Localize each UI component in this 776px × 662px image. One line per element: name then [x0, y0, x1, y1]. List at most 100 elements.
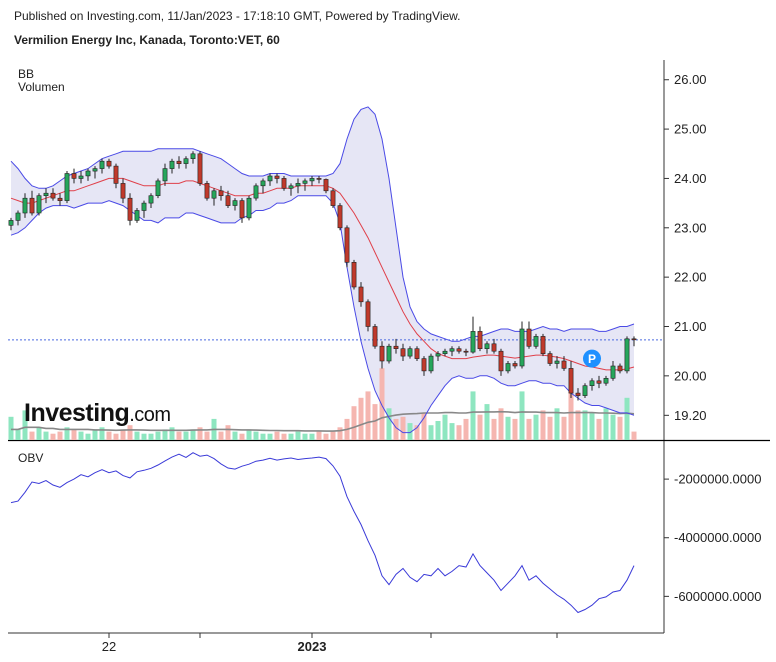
candle-body [295, 183, 301, 187]
price-tick-label: 24.00 [674, 171, 707, 186]
candle-body [8, 220, 14, 226]
candle-body [162, 168, 168, 182]
volume-bar [176, 431, 182, 440]
candle-body [407, 348, 413, 357]
volume-bar [414, 425, 420, 440]
volume-bar [64, 427, 70, 440]
candle-body [113, 165, 119, 184]
candle-body [15, 212, 21, 221]
volume-bar [561, 416, 567, 440]
candle-body [526, 328, 532, 347]
volume-bar [288, 433, 294, 440]
candle-body [428, 355, 434, 372]
volume-bar [596, 418, 602, 440]
volume-bar [400, 416, 406, 440]
candle-body [120, 183, 126, 199]
candle-body [533, 336, 539, 347]
candle-body [484, 343, 490, 349]
volume-bar [246, 429, 252, 440]
candle-body [267, 175, 273, 182]
candle-body [449, 348, 455, 352]
price-panel: Investing.com P [8, 106, 664, 440]
investing-logo: Investing.com [24, 399, 171, 427]
candle-body [64, 173, 70, 201]
candle-body [337, 205, 343, 229]
volume-bar [218, 431, 224, 440]
candle-body [309, 178, 315, 182]
volume-bar [57, 431, 63, 440]
price-tick-label: 21.00 [674, 319, 707, 334]
candle-body [78, 175, 84, 179]
candle-body [561, 360, 567, 369]
candle-body [176, 160, 182, 164]
axes-labels: 26.00 25.00 24.00 23.00 22.00 21.00 20.00 19.20… [102, 72, 762, 654]
volume-bar [295, 431, 301, 440]
volume-bar [127, 425, 133, 440]
candle-body [148, 195, 154, 204]
volume-bar [134, 431, 140, 440]
volume-bar [29, 431, 35, 440]
candle-body [589, 380, 595, 386]
volume-bar [470, 391, 476, 440]
candle-body [435, 353, 441, 357]
price-tick-label: 20.00 [674, 368, 707, 383]
candle-body [190, 153, 196, 160]
volume-bar [197, 427, 203, 440]
volume-bar [519, 391, 525, 440]
candle-body [624, 338, 630, 372]
volume-bar [232, 431, 238, 440]
candle-body [582, 385, 588, 396]
volume-bar [358, 397, 364, 440]
price-tick-label: 22.00 [674, 270, 707, 285]
volume-bar [274, 431, 280, 440]
candle-body [22, 197, 28, 214]
volume-bar [302, 433, 308, 440]
volume-bar [155, 431, 161, 440]
candle-body [358, 286, 364, 303]
volume-bar [316, 431, 322, 440]
candle-body [365, 301, 371, 327]
volume-bar [351, 406, 357, 440]
candle-body [456, 348, 462, 352]
candle-body [379, 345, 385, 362]
candle-body [540, 336, 546, 354]
p-marker-icon [583, 349, 601, 368]
volume-bar [435, 421, 441, 440]
bollinger-upper-line [10, 106, 635, 342]
volume-bar [540, 410, 546, 440]
price-tick-label: 25.00 [674, 122, 707, 137]
candle-body [239, 200, 245, 219]
volume-bar [526, 418, 532, 440]
candle-body [183, 158, 189, 164]
candle-body [554, 360, 560, 364]
volume-bar [547, 416, 553, 440]
candle-body [211, 190, 217, 199]
candle-body [85, 170, 91, 177]
volume-bar [50, 433, 56, 440]
volume-bar [603, 408, 609, 440]
volume-bar [372, 404, 378, 440]
volume-bar [85, 433, 91, 440]
candle-body [274, 175, 280, 179]
price-tick-label: 26.00 [674, 72, 707, 87]
candle-body [631, 338, 637, 341]
candle-body [470, 331, 476, 353]
volume-bar [253, 431, 259, 440]
volume-bar [379, 368, 385, 440]
volume-bar [78, 431, 84, 440]
legend-volume: Volumen [18, 80, 65, 94]
candle-body [414, 348, 420, 359]
volume-bar [393, 418, 399, 440]
volume-bar [323, 433, 329, 440]
candle-body [442, 350, 448, 355]
bollinger-band-fill [11, 106, 634, 433]
obv-tick-label: -2000000.0000 [674, 472, 761, 487]
candle-body [155, 180, 161, 196]
volume-bar [421, 412, 427, 440]
volume-bar [491, 418, 497, 440]
volume-bar [533, 414, 539, 440]
candle-body [421, 358, 427, 372]
volume-bar [106, 431, 112, 440]
volume-bar [22, 410, 28, 440]
